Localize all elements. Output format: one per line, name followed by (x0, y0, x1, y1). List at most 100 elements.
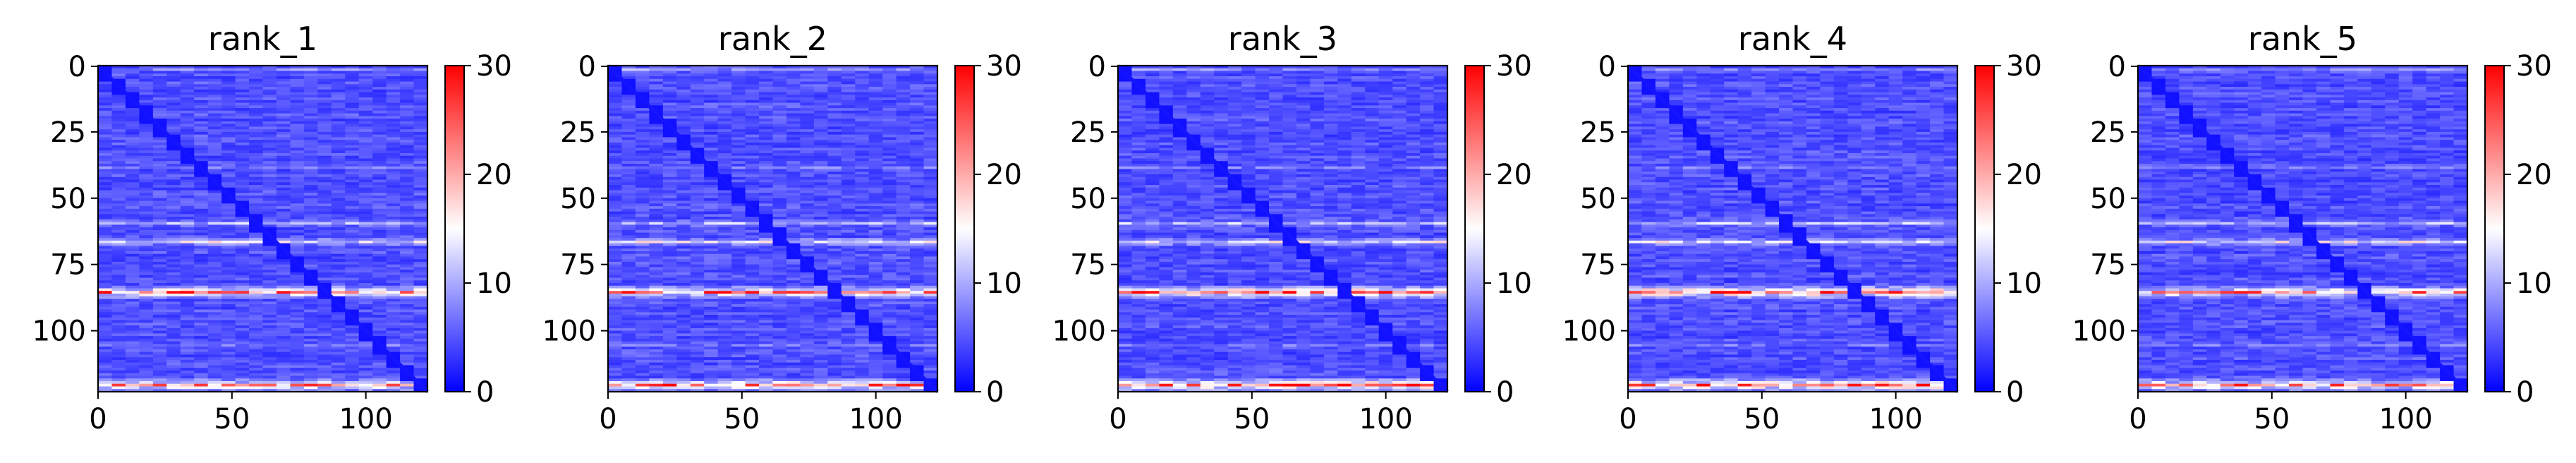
heatmap-cell (841, 176, 856, 181)
heatmap-cell (923, 140, 938, 143)
heatmap-cell (262, 196, 277, 199)
heatmap-cell (786, 251, 801, 255)
heatmap-cell (772, 176, 787, 181)
heatmap-cell (621, 73, 636, 77)
heatmap-cell (923, 259, 938, 263)
heatmap-cell (221, 102, 236, 106)
heatmap-cell (841, 169, 856, 172)
heatmap-cell (125, 142, 140, 146)
heatmap-cell (331, 219, 346, 223)
heatmap-cell (180, 299, 195, 302)
heatmap-cell (841, 81, 856, 85)
heatmap-cell (896, 116, 911, 119)
heatmap-cell (372, 66, 387, 69)
heatmap-cell (882, 166, 897, 170)
heatmap-cell (139, 169, 154, 172)
heatmap-row (608, 95, 938, 98)
heatmap-cell (249, 179, 264, 183)
heatmap-cell (759, 119, 774, 122)
heatmap-cell (662, 200, 677, 204)
heatmap-cell (317, 145, 332, 149)
heatmap-cell (813, 182, 828, 186)
heatmap-cell (249, 134, 264, 138)
heatmap-cell (317, 341, 332, 344)
heatmap-cell (152, 73, 167, 77)
heatmap-cell (111, 108, 126, 112)
heatmap-cell (731, 200, 746, 204)
heatmap-cell (235, 380, 250, 385)
heatmap-cell (690, 200, 705, 204)
heatmap-cell (649, 87, 664, 90)
heatmap-cell (608, 97, 623, 101)
heatmap-cell (635, 71, 650, 74)
heatmap-cell (207, 187, 222, 191)
heatmap-cell (194, 196, 209, 199)
heatmap-cell (923, 261, 938, 265)
heatmap-cell (235, 232, 250, 236)
heatmap-cell (759, 155, 774, 160)
heatmap-cell (331, 206, 346, 210)
heatmap-cell (262, 166, 277, 170)
heatmap-cell (923, 89, 938, 93)
heatmap-cell (276, 301, 291, 305)
heatmap-cell (345, 126, 360, 130)
heatmap-cell (372, 217, 387, 220)
heatmap-cell (731, 224, 746, 228)
heatmap-cell (413, 347, 428, 350)
heatmap-cell (400, 196, 415, 199)
heatmap-cell (262, 333, 277, 337)
heatmap-cell (690, 121, 705, 125)
heatmap-cell (635, 124, 650, 127)
heatmap-cell (207, 158, 222, 162)
heatmap-cell (303, 315, 318, 318)
heatmap-cell (704, 222, 719, 225)
heatmap-cell (125, 368, 140, 371)
heatmap-cell (413, 193, 428, 196)
heatmap-cell (345, 169, 360, 172)
heatmap-cell (194, 134, 209, 138)
heatmap-cell (386, 246, 401, 249)
heatmap-cell (180, 129, 195, 133)
heatmap-cell (221, 214, 236, 217)
heatmap-cell (166, 227, 181, 231)
heatmap-cell (249, 89, 264, 93)
heatmap-cell (345, 235, 360, 239)
heatmap-cell (759, 243, 774, 247)
heatmap-cell (717, 89, 732, 93)
heatmap-cell (207, 203, 222, 207)
heatmap-cell (262, 121, 277, 125)
heatmap-cell (813, 87, 828, 90)
heatmap-cell (910, 193, 925, 196)
heatmap-row (608, 140, 938, 143)
heatmap-cell (800, 95, 815, 98)
heatmap-cell (868, 161, 883, 164)
heatmap-cell (786, 232, 801, 236)
heatmap-row (608, 182, 938, 186)
heatmap-cell (358, 235, 373, 239)
heatmap-cell (290, 200, 305, 204)
heatmap-cell (98, 283, 113, 287)
heatmap-cell (621, 119, 636, 122)
heatmap-cell (152, 315, 167, 318)
heatmap-cell (910, 235, 925, 239)
heatmap-cell (221, 248, 236, 252)
heatmap-cell (372, 161, 387, 164)
heatmap-cell (345, 373, 360, 377)
heatmap-cell (400, 76, 415, 80)
heatmap-cell (303, 375, 318, 379)
heatmap-cell (910, 232, 925, 236)
heatmap-cell (166, 341, 181, 344)
heatmap-row (608, 172, 938, 175)
heatmap-cell (152, 294, 167, 297)
heatmap-cell (413, 124, 428, 127)
heatmap-row (608, 187, 938, 191)
heatmap-cell (345, 217, 360, 220)
heatmap-cell (400, 359, 415, 363)
heatmap-cell (772, 148, 787, 151)
heatmap-cell (372, 196, 387, 199)
heatmap-cell (813, 155, 828, 160)
heatmap-cell (635, 193, 650, 196)
heatmap-cell (276, 161, 291, 164)
heatmap-cell (194, 131, 209, 136)
heatmap-cell (717, 261, 732, 265)
